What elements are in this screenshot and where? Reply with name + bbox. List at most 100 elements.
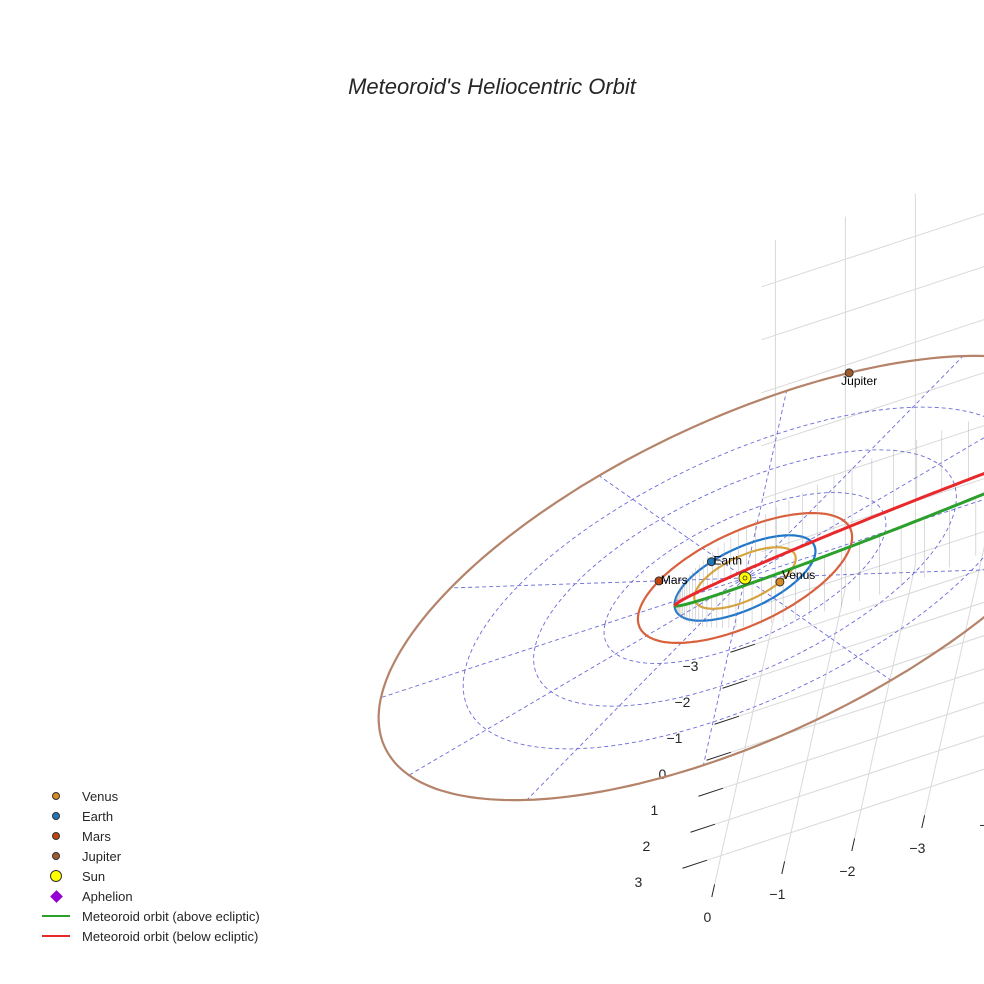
y-tick-mark bbox=[714, 715, 740, 725]
venus-orbit bbox=[693, 546, 797, 610]
y-tick-label: −3 bbox=[683, 658, 699, 674]
legend-swatch bbox=[40, 926, 72, 946]
legend-swatch bbox=[40, 786, 72, 806]
ecliptic-spoke bbox=[598, 475, 746, 579]
ecliptic-spoke bbox=[744, 390, 788, 579]
wall-grid-z bbox=[761, 319, 984, 394]
y-tick-label: 2 bbox=[643, 838, 651, 854]
ecliptic-spoke bbox=[744, 577, 892, 681]
legend-label: Earth bbox=[82, 808, 114, 824]
legend-label: Aphelion bbox=[82, 888, 133, 904]
chart-title: Meteoroid's Heliocentric Orbit bbox=[348, 74, 636, 99]
diamond-marker bbox=[49, 889, 63, 903]
planet-orbits bbox=[377, 354, 984, 802]
legend-swatch bbox=[40, 866, 72, 886]
legend-item: Meteoroid orbit (above ecliptic) bbox=[40, 906, 260, 926]
y-tick-label: 1 bbox=[651, 802, 659, 818]
orbit-above-segment bbox=[673, 492, 984, 608]
mars-marker bbox=[654, 576, 664, 586]
venus-marker bbox=[775, 577, 785, 587]
mars-orbit bbox=[636, 512, 854, 644]
wall-grid-z bbox=[761, 372, 984, 447]
x-tick-label: 0 bbox=[704, 909, 712, 925]
legend-item: Venus bbox=[40, 786, 260, 806]
floor-pane bbox=[700, 542, 984, 889]
y-tick-mark bbox=[706, 751, 732, 761]
floor-grid-y bbox=[722, 701, 984, 789]
wall-grid-z bbox=[761, 478, 984, 553]
ecliptic-spoke bbox=[526, 577, 746, 801]
earth-orbit bbox=[673, 534, 817, 622]
y-tick-label: −2 bbox=[675, 694, 691, 710]
wall-grid-z bbox=[761, 531, 984, 606]
earth-label: Earth bbox=[713, 554, 742, 568]
floor-grid-y bbox=[738, 635, 984, 717]
line-marker bbox=[42, 935, 70, 937]
x-tick-label: −2 bbox=[839, 863, 855, 879]
x-tick-mark bbox=[781, 861, 786, 875]
dot-marker bbox=[52, 792, 60, 800]
x-tick-mark bbox=[711, 884, 716, 898]
legend-item: Meteoroid orbit (below ecliptic) bbox=[40, 926, 260, 946]
floor-grid-y bbox=[730, 668, 984, 753]
legend-item: Sun bbox=[40, 866, 260, 886]
sun-core bbox=[742, 575, 748, 581]
x-tick-mark bbox=[851, 838, 856, 852]
earth-marker bbox=[706, 557, 716, 567]
y-tick-mark bbox=[698, 787, 724, 797]
legend-label: Sun bbox=[82, 868, 106, 884]
y-tick-mark bbox=[690, 823, 716, 833]
y-tick-mark bbox=[730, 643, 756, 653]
venus-label: Venus bbox=[782, 568, 815, 582]
legend-item: Jupiter bbox=[40, 846, 260, 866]
x-tick-label: −4 bbox=[979, 817, 984, 833]
legend-swatch bbox=[40, 826, 72, 846]
floor-grid-y bbox=[754, 568, 984, 645]
floor-grid-y bbox=[714, 735, 984, 825]
x-tick-label: −1 bbox=[769, 886, 785, 902]
x-tick-mark bbox=[921, 815, 926, 829]
y-tick-label: 3 bbox=[635, 874, 643, 890]
meteoroid-orbit bbox=[673, 421, 984, 628]
legend-label: Meteoroid orbit (above ecliptic) bbox=[82, 908, 260, 924]
floor-grid-y bbox=[746, 601, 984, 681]
line-marker bbox=[42, 915, 70, 917]
legend-swatch bbox=[40, 846, 72, 866]
wall-grid-z bbox=[761, 266, 984, 341]
legend: Venus Earth Mars Jupiter Sun Aphelion Meteoroi… bbox=[40, 786, 260, 946]
x-tick-label: −3 bbox=[909, 840, 925, 856]
sun-marker bbox=[50, 870, 62, 882]
dot-marker bbox=[52, 852, 60, 860]
ecliptic-spoke bbox=[744, 355, 964, 579]
y-tick-label: −1 bbox=[667, 730, 683, 746]
floor-grid-y bbox=[706, 768, 984, 861]
y-tick-mark bbox=[682, 859, 708, 869]
ecliptic-spoke bbox=[408, 577, 746, 776]
ecliptic-spoke bbox=[744, 569, 984, 579]
jupiter-label: Jupiter bbox=[841, 374, 877, 388]
legend-swatch bbox=[40, 886, 72, 906]
ecliptic-spoke bbox=[702, 577, 746, 766]
mars-label: Mars bbox=[661, 573, 688, 587]
legend-swatch bbox=[40, 806, 72, 826]
legend-item: Earth bbox=[40, 806, 260, 826]
y-tick-mark bbox=[722, 679, 748, 689]
ecliptic-ring bbox=[533, 449, 957, 707]
orbit-below-segment bbox=[673, 471, 984, 607]
y-tick-label: 0 bbox=[659, 766, 667, 782]
dot-marker bbox=[52, 832, 60, 840]
legend-label: Venus bbox=[82, 788, 119, 804]
wall-grid-z bbox=[761, 213, 984, 288]
legend-swatch bbox=[40, 906, 72, 926]
jupiter-marker bbox=[844, 368, 854, 378]
ecliptic-spoke bbox=[450, 577, 746, 589]
legend-label: Mars bbox=[82, 828, 111, 844]
jupiter-orbit bbox=[377, 354, 984, 802]
legend-item: Mars bbox=[40, 826, 260, 846]
legend-label: Jupiter bbox=[82, 848, 122, 864]
dot-marker bbox=[52, 812, 60, 820]
wall-grid-z bbox=[761, 425, 984, 500]
sun-marker bbox=[738, 571, 752, 585]
